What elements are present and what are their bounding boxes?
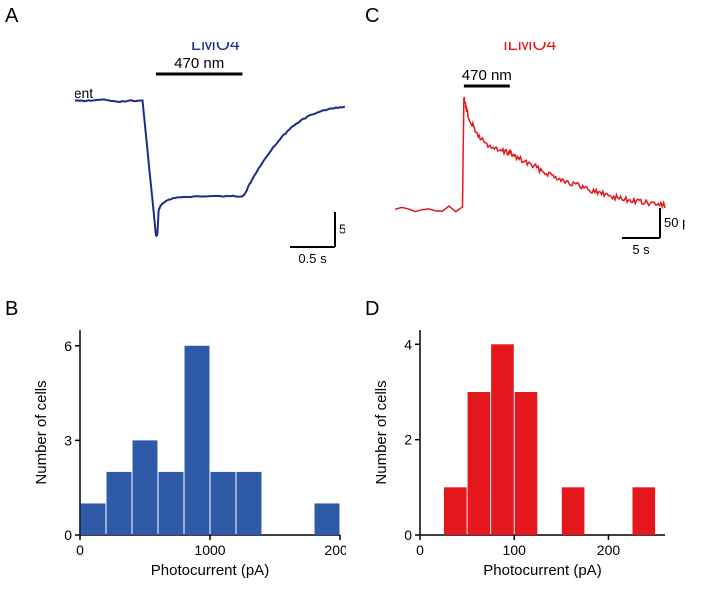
figure-root: A B C D LMO4470 nmPhotocurrent500 pA0.5 … (0, 0, 704, 598)
svg-text:Number of cells: Number of cells (33, 380, 50, 484)
svg-text:iLMO4: iLMO4 (503, 42, 556, 54)
svg-text:470 nm: 470 nm (462, 67, 512, 84)
svg-text:Number of cells: Number of cells (373, 380, 390, 484)
svg-text:0: 0 (416, 542, 424, 558)
svg-text:Photocurrent (pA): Photocurrent (pA) (483, 562, 601, 579)
svg-text:0.5 s: 0.5 s (298, 251, 327, 266)
svg-text:0: 0 (64, 527, 72, 543)
panel-C-trace: iLMO4 470 nm 50 pA 5 s (395, 42, 685, 312)
svg-text:50 pA: 50 pA (664, 215, 685, 230)
svg-text:2000: 2000 (324, 542, 346, 558)
svg-text:Photocurrent (pA): Photocurrent (pA) (151, 562, 269, 579)
svg-text:6: 6 (64, 338, 72, 354)
svg-text:5 s: 5 s (632, 242, 650, 257)
svg-text:500 pA: 500 pA (339, 222, 345, 237)
svg-text:200: 200 (597, 542, 621, 558)
svg-text:1000: 1000 (194, 542, 225, 558)
svg-text:4: 4 (404, 336, 412, 352)
panel-label-B: B (5, 298, 18, 321)
svg-text:Photocurrent: Photocurrent (75, 85, 93, 101)
panel-label-A: A (5, 5, 18, 28)
svg-text:100: 100 (503, 542, 527, 558)
svg-text:LMO4: LMO4 (191, 42, 240, 54)
panel-B-histogram: 0 3 6 0 1000 2000 Photocurrent (pA) Number of c… (32, 320, 346, 583)
panel-label-D: D (365, 298, 379, 321)
svg-text:0: 0 (76, 542, 84, 558)
svg-text:470 nm: 470 nm (174, 55, 224, 72)
panel-label-C: C (365, 5, 379, 28)
panel-A-trace: LMO4470 nm Photocurrent 500 pA 0.5 s (75, 42, 345, 302)
svg-text:2: 2 (404, 432, 412, 448)
svg-text:0: 0 (404, 527, 412, 543)
svg-text:3: 3 (64, 432, 72, 448)
panel-D-histogram: 0 2 4 0 100 200 Photocurrent (pA) Number of cel… (372, 320, 671, 583)
